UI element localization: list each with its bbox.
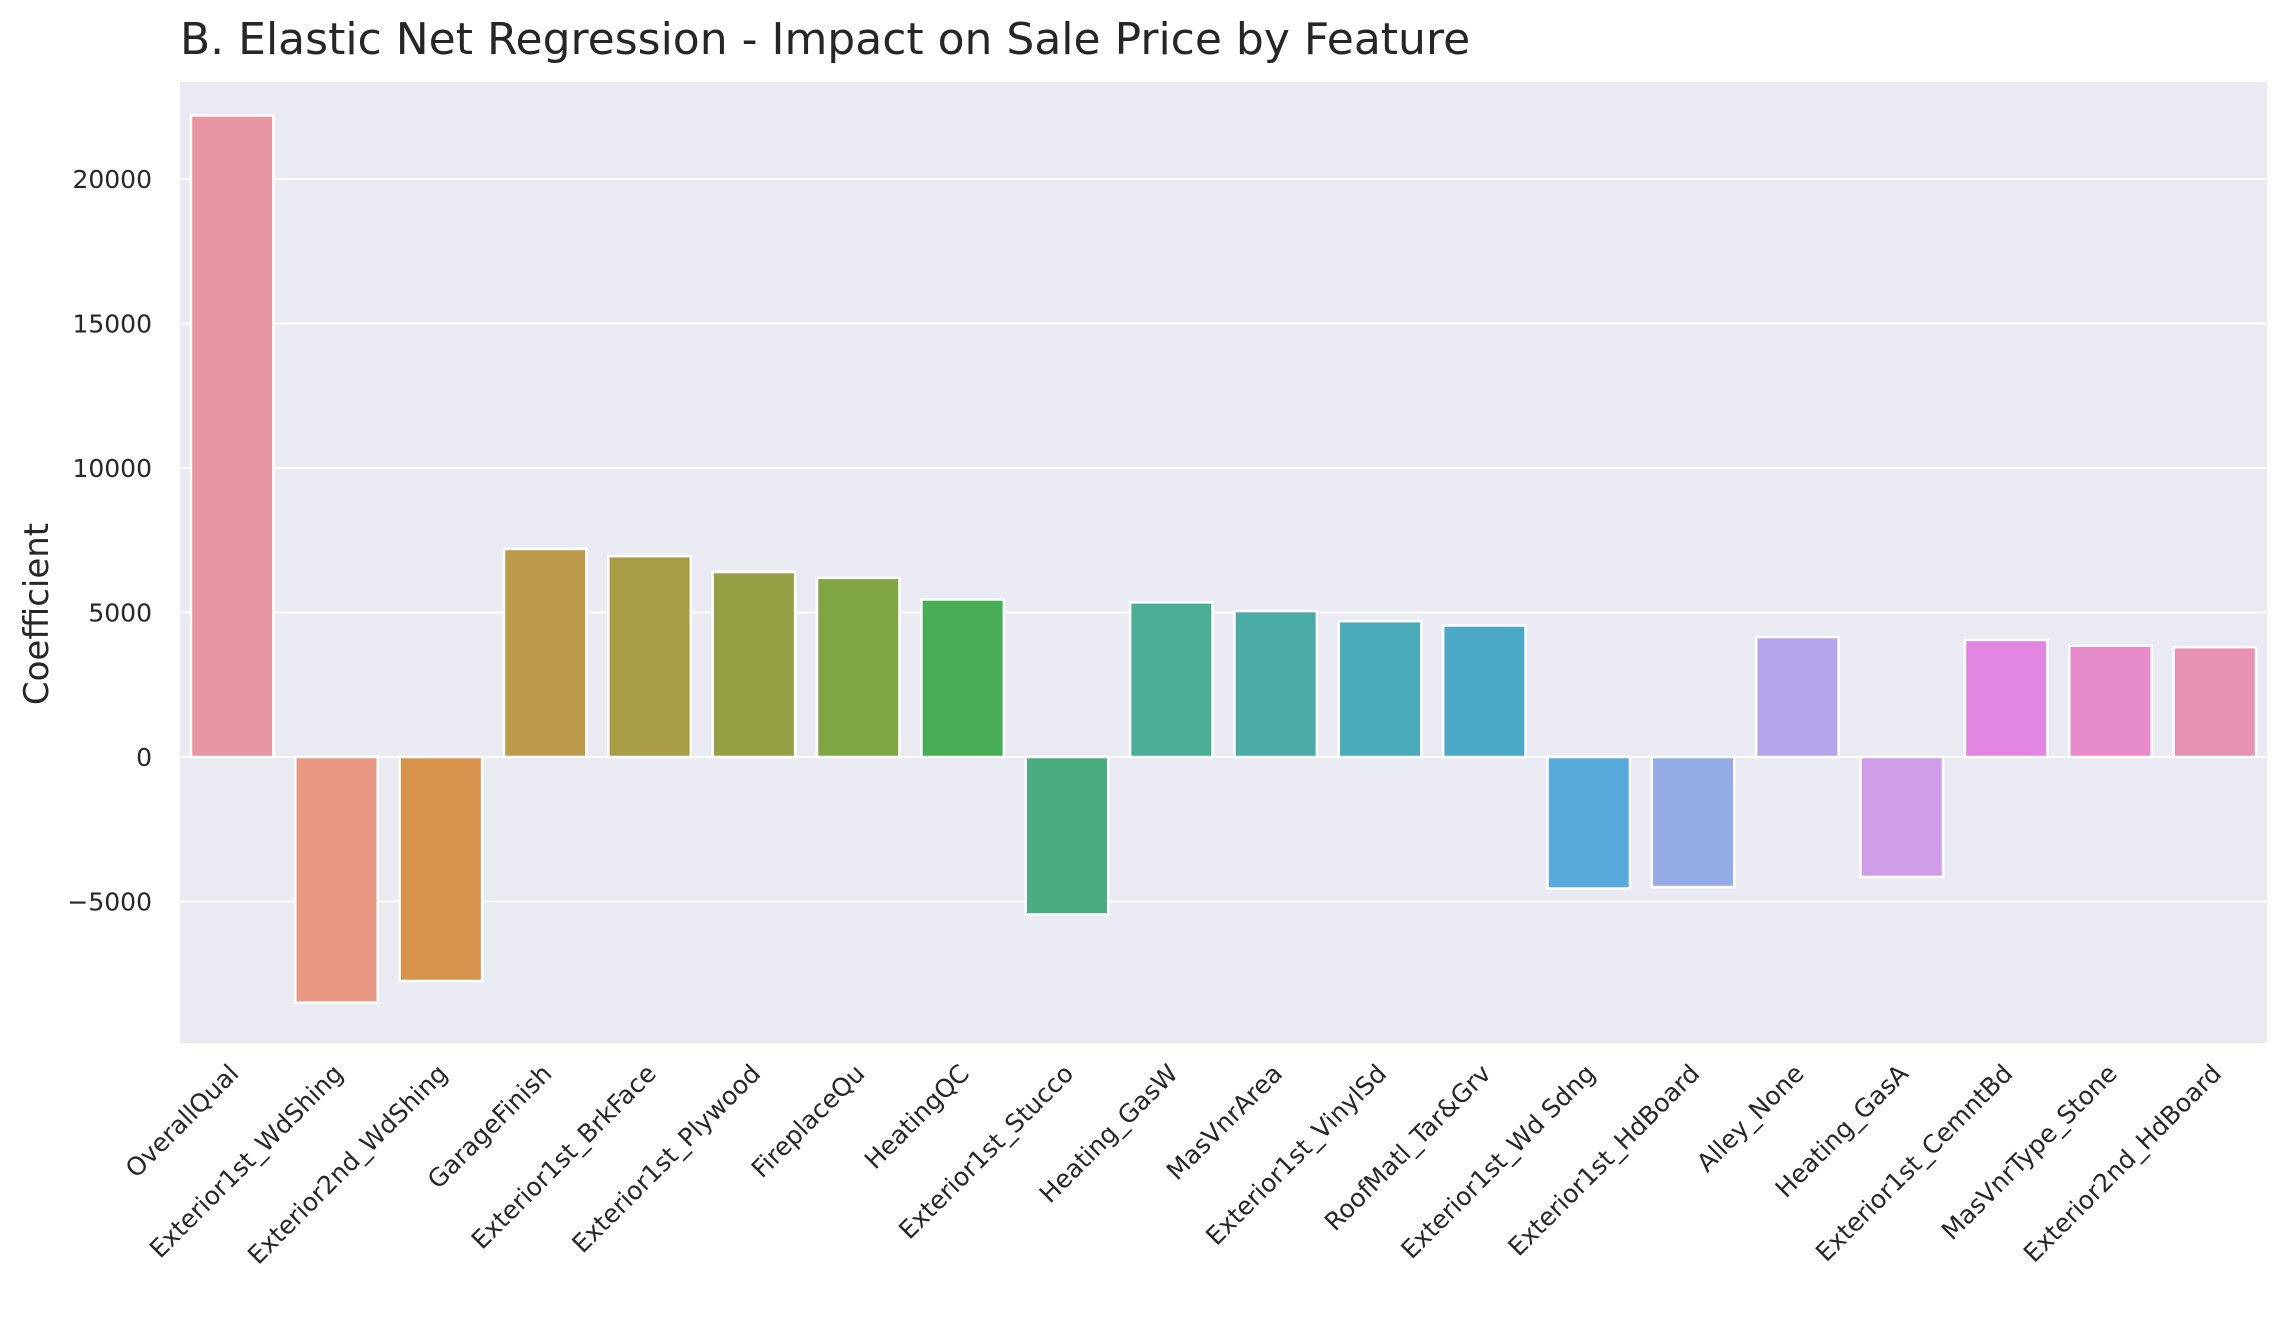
- bar: [2172, 645, 2258, 759]
- bar: [1650, 755, 1736, 889]
- bar: [815, 576, 901, 759]
- bar: [607, 554, 693, 759]
- x-tick-label: Exterior1st_BrkFace: [466, 1059, 662, 1255]
- x-tick-label: Exterior2nd_HdBoard: [2018, 1059, 2227, 1268]
- bar: [1859, 755, 1945, 879]
- bar: [1128, 601, 1214, 759]
- plot-background: [180, 82, 2267, 1043]
- bar: [1337, 619, 1423, 759]
- bar: [1963, 638, 2049, 759]
- x-tick-label: Exterior1st_VinylSd: [1200, 1059, 1392, 1251]
- x-tick-label: Exterior1st_CemntBd: [1810, 1059, 2018, 1267]
- bar: [398, 755, 484, 983]
- bar: [189, 114, 275, 759]
- x-tick-label: Exterior1st_WdShing: [144, 1059, 349, 1264]
- bar: [1546, 755, 1632, 890]
- y-tick-label: −5000: [67, 888, 152, 917]
- y-axis-ticks: −5000 0 5000 10000 15000 20000: [67, 165, 152, 917]
- x-tick-label: Exterior1st_HdBoard: [1502, 1059, 1705, 1262]
- bar: [1441, 624, 1527, 759]
- y-tick-label: 0: [136, 743, 152, 772]
- bar: [1233, 609, 1319, 759]
- y-tick-label: 10000: [72, 454, 152, 483]
- bar: [1024, 755, 1110, 916]
- x-tick-label: Exterior1st_Wd Sdng: [1395, 1059, 1601, 1265]
- x-tick-label: MasVnrType_Stone: [1936, 1059, 2123, 1246]
- bar: [920, 598, 1006, 759]
- x-tick-label: Exterior2nd_WdShing: [242, 1059, 453, 1270]
- y-tick-label: 5000: [88, 599, 152, 628]
- bar: [2068, 644, 2153, 759]
- x-tick-label: FireplaceQu: [746, 1059, 871, 1184]
- bar: [294, 755, 379, 1004]
- x-tick-label: HeatingQC: [859, 1059, 975, 1175]
- y-axis-label: Coefficient: [17, 523, 57, 705]
- bar: [502, 547, 588, 759]
- bar: [1754, 635, 1840, 759]
- x-axis-ticks: OverallQualExterior1st_WdShingExterior2n…: [120, 1059, 2227, 1270]
- y-tick-label: 20000: [72, 165, 152, 194]
- bars: [189, 114, 2258, 1004]
- x-tick-label: Exterior1st_Plywood: [566, 1059, 766, 1259]
- x-tick-label: Exterior1st_Stucco: [893, 1059, 1079, 1245]
- y-tick-label: 15000: [72, 310, 152, 339]
- chart-title: B. Elastic Net Regression - Impact on Sa…: [180, 14, 1470, 65]
- bar: [711, 570, 797, 759]
